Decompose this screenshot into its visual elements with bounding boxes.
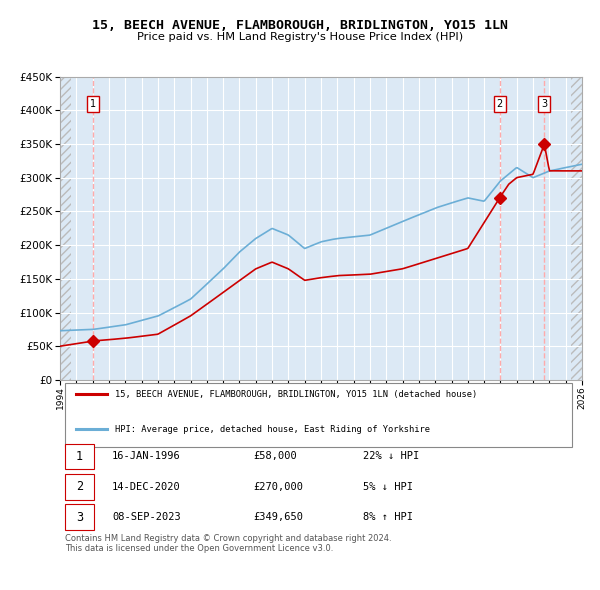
Bar xyxy=(571,77,582,380)
Text: Price paid vs. HM Land Registry's House Price Index (HPI): Price paid vs. HM Land Registry's House … xyxy=(137,32,463,42)
Text: 2: 2 xyxy=(76,480,83,493)
Text: 1: 1 xyxy=(76,450,83,463)
Text: 3: 3 xyxy=(541,99,547,109)
Text: 08-SEP-2023: 08-SEP-2023 xyxy=(112,512,181,522)
Text: Contains HM Land Registry data © Crown copyright and database right 2024.
This d: Contains HM Land Registry data © Crown c… xyxy=(65,534,392,553)
Text: 1: 1 xyxy=(90,99,97,109)
Text: £349,650: £349,650 xyxy=(253,512,303,522)
FancyBboxPatch shape xyxy=(65,383,572,447)
Text: £58,000: £58,000 xyxy=(253,451,297,461)
Text: HPI: Average price, detached house, East Riding of Yorkshire: HPI: Average price, detached house, East… xyxy=(115,425,430,434)
FancyBboxPatch shape xyxy=(65,504,94,530)
Bar xyxy=(60,77,71,380)
Text: 14-DEC-2020: 14-DEC-2020 xyxy=(112,482,181,492)
Text: 15, BEECH AVENUE, FLAMBOROUGH, BRIDLINGTON, YO15 1LN: 15, BEECH AVENUE, FLAMBOROUGH, BRIDLINGT… xyxy=(92,19,508,32)
Text: 5% ↓ HPI: 5% ↓ HPI xyxy=(363,482,413,492)
Text: 16-JAN-1996: 16-JAN-1996 xyxy=(112,451,181,461)
Text: 8% ↑ HPI: 8% ↑ HPI xyxy=(363,512,413,522)
Text: £270,000: £270,000 xyxy=(253,482,303,492)
FancyBboxPatch shape xyxy=(65,444,94,470)
Text: 2: 2 xyxy=(496,99,503,109)
Text: 22% ↓ HPI: 22% ↓ HPI xyxy=(363,451,419,461)
Text: 3: 3 xyxy=(76,511,83,524)
Text: 15, BEECH AVENUE, FLAMBOROUGH, BRIDLINGTON, YO15 1LN (detached house): 15, BEECH AVENUE, FLAMBOROUGH, BRIDLINGT… xyxy=(115,390,477,399)
FancyBboxPatch shape xyxy=(65,474,94,500)
